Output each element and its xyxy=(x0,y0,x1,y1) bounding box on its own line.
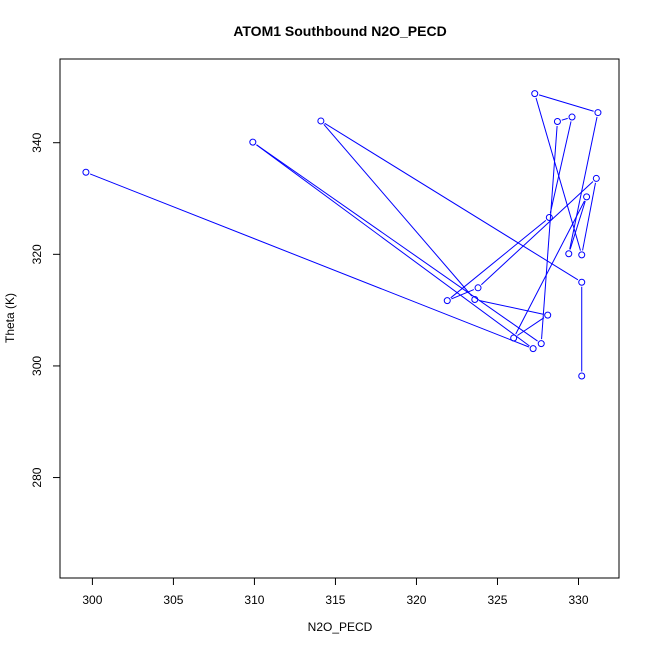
x-tick-label: 315 xyxy=(325,593,345,607)
series-segment xyxy=(569,200,586,250)
y-tick-label: 280 xyxy=(30,467,44,487)
data-point xyxy=(545,213,553,221)
series-lines xyxy=(89,94,598,372)
series-segment xyxy=(480,181,594,286)
plot-frame xyxy=(59,58,620,579)
y-tick-label: 340 xyxy=(30,132,44,152)
data-point xyxy=(443,297,451,305)
x-axis-label: N2O_PECD xyxy=(308,620,373,634)
series-segment xyxy=(451,289,475,300)
data-point xyxy=(471,296,479,304)
series-segment xyxy=(535,97,581,251)
series-segment xyxy=(582,182,596,251)
y-axis-label: Theta (K) xyxy=(3,293,17,343)
series-segment xyxy=(538,94,594,112)
series-segment xyxy=(256,144,538,342)
data-point xyxy=(553,118,561,126)
data-point xyxy=(544,311,552,319)
series-segment xyxy=(517,317,545,336)
data-point xyxy=(249,138,257,146)
series-segment xyxy=(256,144,530,347)
data-point xyxy=(82,168,90,176)
data-point xyxy=(474,284,482,292)
series-segment xyxy=(324,122,579,281)
x-tick-label: 325 xyxy=(487,593,507,607)
data-point xyxy=(578,372,586,380)
series-segment xyxy=(479,299,544,315)
data-point xyxy=(578,278,586,286)
data-point xyxy=(565,250,573,258)
data-point xyxy=(568,113,576,121)
series-segment xyxy=(89,173,530,348)
series-segment xyxy=(323,124,473,297)
x-tick-label: 300 xyxy=(82,593,102,607)
series-segment xyxy=(569,116,598,250)
series-segment xyxy=(549,121,572,214)
data-point xyxy=(317,117,325,125)
x-tick-label: 320 xyxy=(406,593,426,607)
data-point xyxy=(583,193,591,201)
data-point xyxy=(594,109,602,117)
data-point xyxy=(531,90,539,98)
data-point xyxy=(510,334,518,342)
series-segment xyxy=(561,117,568,121)
x-tick-label: 310 xyxy=(244,593,264,607)
chart-title: ATOM1 Southbound N2O_PECD xyxy=(233,23,446,39)
series-segment xyxy=(515,200,585,335)
y-axis: 280 300 320 340 xyxy=(30,132,60,488)
series-segment xyxy=(541,125,558,340)
y-tick-label: 300 xyxy=(30,356,44,376)
x-axis: 300 305 310 315 320 325 330 xyxy=(82,578,589,607)
y-tick-label: 320 xyxy=(30,244,44,264)
data-point xyxy=(592,174,600,182)
series-points xyxy=(82,90,602,380)
x-tick-label: 330 xyxy=(568,593,588,607)
data-point xyxy=(529,345,537,353)
data-point xyxy=(537,340,545,348)
x-tick-label: 305 xyxy=(163,593,183,607)
data-point xyxy=(578,251,586,259)
series-segment xyxy=(450,219,547,299)
